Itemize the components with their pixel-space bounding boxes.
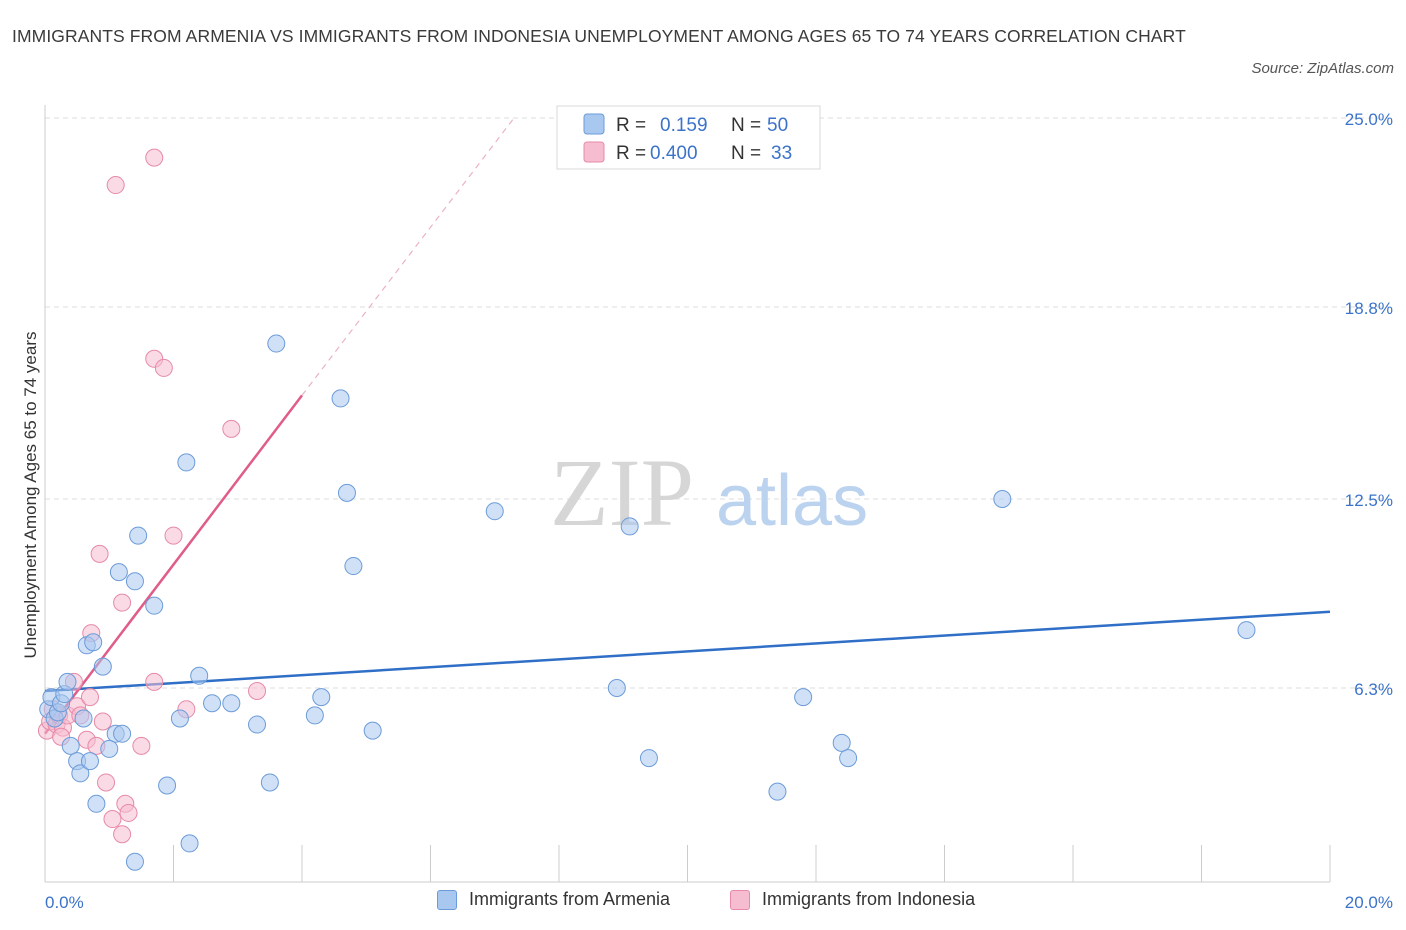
- y-tick-label: 6.3%: [1354, 680, 1393, 699]
- legend-swatch-indonesia-bottom: [730, 889, 750, 910]
- point-indonesia: [145, 672, 164, 691]
- point-armenia: [113, 724, 132, 743]
- y-tick-label: 18.8%: [1345, 299, 1393, 318]
- point-armenia: [607, 678, 626, 697]
- trend-line-indonesia: [44, 394, 303, 735]
- point-indonesia: [113, 593, 132, 612]
- point-armenia: [639, 749, 658, 768]
- trend-line-armenia: [44, 610, 1331, 693]
- tick-labels: 6.3% 12.5% 18.8% 25.0% 0.0% 20.0%: [45, 110, 1393, 912]
- legend-n-value-armenia: 50: [767, 115, 788, 136]
- legend-n-label-indonesia: N =: [731, 143, 761, 164]
- point-indonesia: [222, 419, 241, 438]
- legend-label-indonesia: Immigrants from Indonesia: [762, 889, 976, 909]
- point-indonesia: [106, 176, 125, 195]
- data-points: [37, 148, 1256, 871]
- point-indonesia: [164, 526, 183, 545]
- point-armenia: [267, 334, 286, 353]
- axes: [44, 105, 1331, 883]
- point-armenia: [620, 517, 639, 536]
- point-indonesia: [119, 803, 138, 822]
- point-indonesia: [97, 773, 116, 792]
- point-indonesia: [132, 736, 151, 755]
- point-indonesia: [154, 358, 173, 377]
- bottom-legend: Immigrants from Armenia Immigrants from …: [0, 889, 1406, 917]
- point-armenia: [125, 572, 144, 591]
- point-armenia: [74, 709, 93, 728]
- point-armenia: [331, 389, 350, 408]
- point-armenia: [312, 688, 331, 707]
- point-armenia: [993, 490, 1012, 508]
- point-armenia: [839, 749, 858, 768]
- point-armenia: [203, 694, 222, 713]
- source-label: Source: ZipAtlas.com: [1251, 60, 1394, 77]
- point-indonesia: [145, 148, 164, 167]
- point-armenia: [109, 563, 128, 582]
- point-armenia: [87, 794, 106, 813]
- point-armenia: [794, 688, 813, 707]
- point-indonesia: [90, 544, 109, 563]
- y-axis-title: Unemployment Among Ages 65 to 74 years: [21, 332, 40, 659]
- point-indonesia: [93, 712, 112, 731]
- point-armenia: [305, 706, 324, 725]
- legend-n-value-indonesia: 33: [771, 143, 792, 164]
- point-armenia: [768, 782, 787, 801]
- legend-swatch-indonesia: [583, 141, 605, 163]
- point-armenia: [80, 752, 99, 771]
- watermark-atlas: atlas: [716, 461, 868, 541]
- point-armenia: [248, 715, 267, 734]
- grid-lines: [45, 117, 1395, 689]
- trend-line-indonesia-extension: [301, 117, 515, 396]
- point-armenia: [260, 773, 279, 792]
- point-armenia: [337, 483, 356, 502]
- legend-r-label-indonesia: R =: [616, 143, 646, 164]
- point-indonesia: [103, 810, 122, 829]
- point-armenia: [71, 764, 90, 783]
- point-armenia: [485, 502, 504, 521]
- chart-title: IMMIGRANTS FROM ARMENIA VS IMMIGRANTS FR…: [12, 26, 1186, 46]
- point-armenia: [58, 672, 77, 691]
- point-indonesia: [80, 688, 99, 707]
- point-armenia: [93, 657, 112, 676]
- y-tick-label: 12.5%: [1345, 491, 1393, 510]
- point-armenia: [180, 834, 199, 853]
- point-armenia: [125, 852, 144, 871]
- point-armenia: [222, 694, 241, 713]
- point-indonesia: [113, 825, 132, 844]
- x-tick-label: 20.0%: [1345, 893, 1393, 912]
- y-tick-label: 25.0%: [1345, 110, 1393, 129]
- point-armenia: [145, 596, 164, 615]
- legend-swatch-armenia-bottom: [437, 889, 457, 910]
- point-armenia: [158, 776, 177, 795]
- point-armenia: [129, 526, 148, 545]
- legend-r-value-indonesia: 0.400: [650, 143, 698, 164]
- point-armenia: [177, 453, 196, 472]
- trend-lines: [44, 117, 1331, 735]
- point-armenia: [61, 736, 80, 755]
- legend-item-indonesia[interactable]: Immigrants from Indonesia: [730, 889, 975, 910]
- point-armenia: [832, 733, 851, 752]
- x-tick-label: 0.0%: [45, 893, 84, 912]
- legend-swatch-armenia: [583, 113, 605, 135]
- point-indonesia: [248, 682, 267, 701]
- point-armenia: [190, 666, 209, 685]
- legend-r-label-armenia: R =: [616, 115, 646, 136]
- legend-item-armenia[interactable]: Immigrants from Armenia: [437, 889, 670, 910]
- point-armenia: [344, 557, 363, 576]
- point-armenia: [170, 709, 189, 728]
- point-armenia: [84, 633, 103, 652]
- legend-r-value-armenia: 0.159: [660, 115, 708, 136]
- legend-box: R = 0.159 N = 50 R = 0.400 N = 33: [556, 105, 821, 170]
- point-armenia: [100, 739, 119, 758]
- legend-n-label-armenia: N =: [731, 115, 761, 136]
- point-armenia: [363, 721, 382, 740]
- point-armenia: [1237, 621, 1256, 640]
- legend-label-armenia: Immigrants from Armenia: [469, 889, 671, 909]
